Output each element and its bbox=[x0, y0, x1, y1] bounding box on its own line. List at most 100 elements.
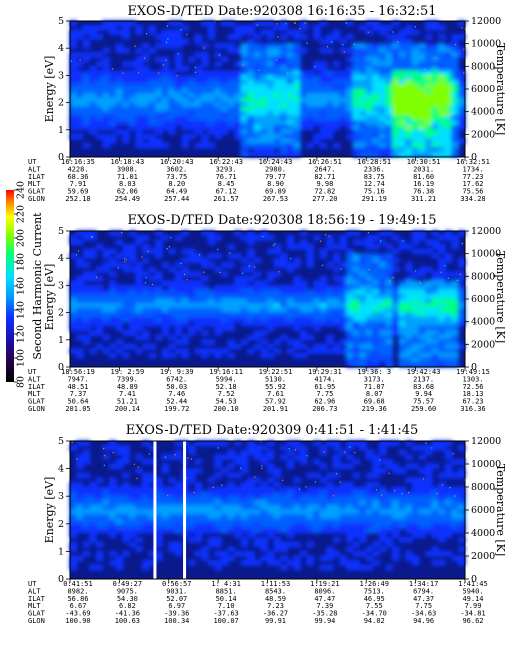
spectrogram-cell bbox=[128, 312, 137, 318]
spectrogram-cell bbox=[82, 230, 91, 237]
spectrogram-cell bbox=[76, 120, 84, 126]
spectrogram-cell bbox=[188, 316, 196, 323]
spectrogram-cell bbox=[378, 111, 387, 117]
spectrogram-cell bbox=[240, 147, 249, 153]
spectrogram-cell bbox=[346, 111, 354, 117]
spectrogram-cell bbox=[392, 491, 400, 497]
spectrogram-cell bbox=[214, 235, 222, 241]
spectrogram-cell bbox=[214, 298, 222, 305]
spectrogram-cell bbox=[168, 38, 176, 45]
spectrogram-cell bbox=[444, 334, 453, 341]
spectrogram-cell bbox=[431, 298, 440, 305]
spectrogram-cell bbox=[115, 79, 124, 85]
spectrogram-cell bbox=[398, 239, 407, 246]
spectrogram-cell bbox=[273, 481, 282, 488]
ephemeris-value: 201.91 bbox=[263, 405, 288, 413]
spectrogram-cell bbox=[273, 102, 282, 108]
spectrogram-cell bbox=[457, 52, 466, 58]
spectrogram-cell bbox=[102, 56, 110, 63]
spectrogram-cell bbox=[253, 495, 262, 502]
noise-speckle bbox=[203, 47, 205, 49]
spectrogram-cell bbox=[214, 458, 222, 465]
spectrogram-cell bbox=[227, 518, 236, 525]
spectrogram-cell bbox=[82, 523, 91, 529]
spectrogram-cell bbox=[234, 79, 242, 85]
noise-speckle bbox=[463, 72, 465, 74]
spectrogram-cell bbox=[273, 500, 282, 506]
spectrogram-cell bbox=[201, 514, 209, 520]
spectrogram-cell bbox=[69, 61, 78, 67]
noise-speckle bbox=[151, 283, 154, 286]
spectrogram-cell bbox=[431, 120, 440, 126]
spectrogram-cell bbox=[411, 339, 420, 345]
spectrogram-cell bbox=[109, 271, 117, 277]
spectrogram-cell bbox=[359, 491, 367, 497]
spectrogram-cell bbox=[161, 29, 170, 36]
spectrogram-cell bbox=[411, 56, 420, 63]
spectrogram-cell bbox=[405, 88, 413, 95]
spectrogram-cell bbox=[385, 262, 394, 268]
spectrogram-cell bbox=[273, 491, 282, 497]
ephemeris-value: 5994. bbox=[216, 375, 237, 383]
spectrogram-cell bbox=[95, 275, 104, 282]
noise-speckle bbox=[314, 481, 316, 483]
spectrogram-cell bbox=[405, 352, 413, 359]
spectrogram-cell bbox=[425, 298, 433, 305]
spectrogram-cell bbox=[95, 325, 104, 332]
spectrogram-cell bbox=[438, 271, 446, 277]
spectrogram-cell bbox=[115, 514, 124, 520]
spectrogram-cell bbox=[286, 61, 295, 67]
spectrogram-cell bbox=[267, 133, 275, 140]
noise-speckle bbox=[425, 442, 427, 444]
spectrogram-cell bbox=[378, 25, 387, 31]
spectrogram-cell bbox=[299, 445, 308, 451]
spectrogram-cell bbox=[392, 316, 400, 323]
spectrogram-cell bbox=[128, 486, 137, 493]
spectrogram-cell bbox=[247, 449, 255, 456]
spectrogram-cell bbox=[457, 70, 466, 76]
spectrogram-cell bbox=[76, 440, 84, 447]
spectrogram-cell bbox=[168, 518, 176, 525]
spectrogram-cell bbox=[365, 495, 374, 502]
spectrogram-cell bbox=[214, 253, 222, 259]
spectrogram-cell bbox=[299, 550, 308, 557]
spectrogram-cell bbox=[352, 151, 361, 158]
ephemeris-value: 16:28:51 bbox=[357, 158, 391, 166]
spectrogram-cell bbox=[444, 124, 453, 131]
spectrogram-cell bbox=[431, 93, 440, 99]
y-tick-label: 1 bbox=[58, 125, 64, 136]
spectrogram-cell bbox=[115, 29, 124, 36]
spectrogram-cell bbox=[280, 500, 288, 506]
spectrogram-cell bbox=[135, 262, 143, 268]
spectrogram-cell bbox=[234, 454, 242, 460]
spectrogram-cell bbox=[457, 275, 466, 282]
spectrogram-cell bbox=[227, 120, 236, 126]
spectrogram-cell bbox=[457, 504, 466, 511]
spectrogram-cell bbox=[253, 312, 262, 318]
spectrogram-cell bbox=[405, 47, 413, 54]
spectrogram-cell bbox=[352, 253, 361, 259]
spectrogram-cell bbox=[378, 129, 387, 135]
spectrogram-cell bbox=[122, 500, 130, 506]
spectrogram-cell bbox=[444, 348, 453, 354]
spectrogram-cell bbox=[234, 280, 242, 286]
spectrogram-cell bbox=[95, 120, 104, 126]
spectrogram-cell bbox=[299, 509, 308, 516]
spectrogram-cell bbox=[313, 115, 321, 122]
spectrogram-cell bbox=[332, 458, 341, 465]
spectrogram-cell bbox=[148, 491, 157, 497]
ephemeris-value: 1:34:17 bbox=[409, 580, 439, 588]
spectrogram-cell bbox=[194, 303, 203, 309]
spectrogram-cell bbox=[95, 83, 104, 90]
spectrogram-cell bbox=[234, 527, 242, 534]
spectrogram-cell bbox=[313, 307, 321, 314]
spectrogram-cell bbox=[280, 509, 288, 516]
spectrogram-cell bbox=[444, 70, 453, 76]
spectrogram-cell bbox=[214, 348, 222, 354]
spectrogram-cell bbox=[115, 312, 124, 318]
spectrogram-cell bbox=[280, 564, 288, 571]
noise-speckle bbox=[306, 42, 308, 44]
spectrogram-cell bbox=[438, 343, 446, 350]
spectrogram-cell bbox=[69, 523, 78, 529]
spectrogram-cell bbox=[372, 361, 380, 368]
